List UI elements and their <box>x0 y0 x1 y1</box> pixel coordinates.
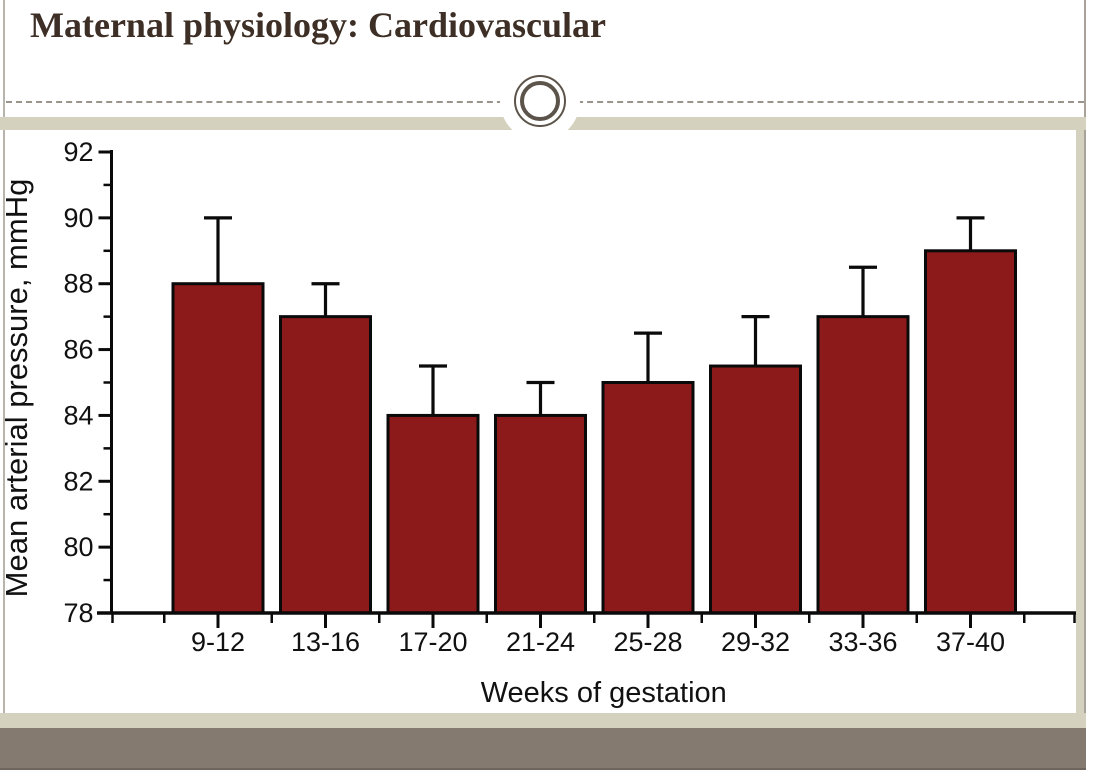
bar <box>171 282 265 615</box>
slide-title: Maternal physiology: Cardiovascular <box>30 5 606 45</box>
bar <box>386 413 480 615</box>
divider-circle-inner-ring <box>520 81 560 121</box>
bar <box>279 315 372 615</box>
y-axis-title: Mean arterial pressure, mmHg <box>0 179 34 598</box>
slide-right-border <box>1084 0 1086 770</box>
y-tick-label: 80 <box>63 532 93 562</box>
y-tick-label: 82 <box>63 466 93 496</box>
bar <box>924 249 1017 615</box>
bar <box>494 413 587 615</box>
y-tick-label: 88 <box>63 269 93 299</box>
right-accent-band <box>1076 117 1084 728</box>
x-tick-label: 29-32 <box>721 627 790 657</box>
bar <box>709 364 802 615</box>
x-axis-title: Weeks of gestation <box>481 677 727 709</box>
x-tick-label: 37-40 <box>936 627 1005 657</box>
divider-circle-ornament <box>514 75 566 127</box>
y-tick-label: 86 <box>63 335 93 365</box>
bar <box>816 315 910 615</box>
y-tick-label: 78 <box>63 598 93 628</box>
x-tick-label: 25-28 <box>613 627 682 657</box>
y-tick-label: 90 <box>63 203 93 233</box>
bar <box>601 381 695 615</box>
y-tick-label: 92 <box>63 137 93 167</box>
x-tick-label: 17-20 <box>398 627 467 657</box>
slide-left-border <box>3 0 5 770</box>
x-tick-label: 9-12 <box>191 627 245 657</box>
x-tick-label: 13-16 <box>291 627 360 657</box>
x-tick-label: 21-24 <box>506 627 575 657</box>
bottom-accent-band <box>0 713 1086 728</box>
y-tick-label: 84 <box>63 400 93 430</box>
x-tick-label: 33-36 <box>828 627 897 657</box>
footer-bar <box>0 728 1086 770</box>
